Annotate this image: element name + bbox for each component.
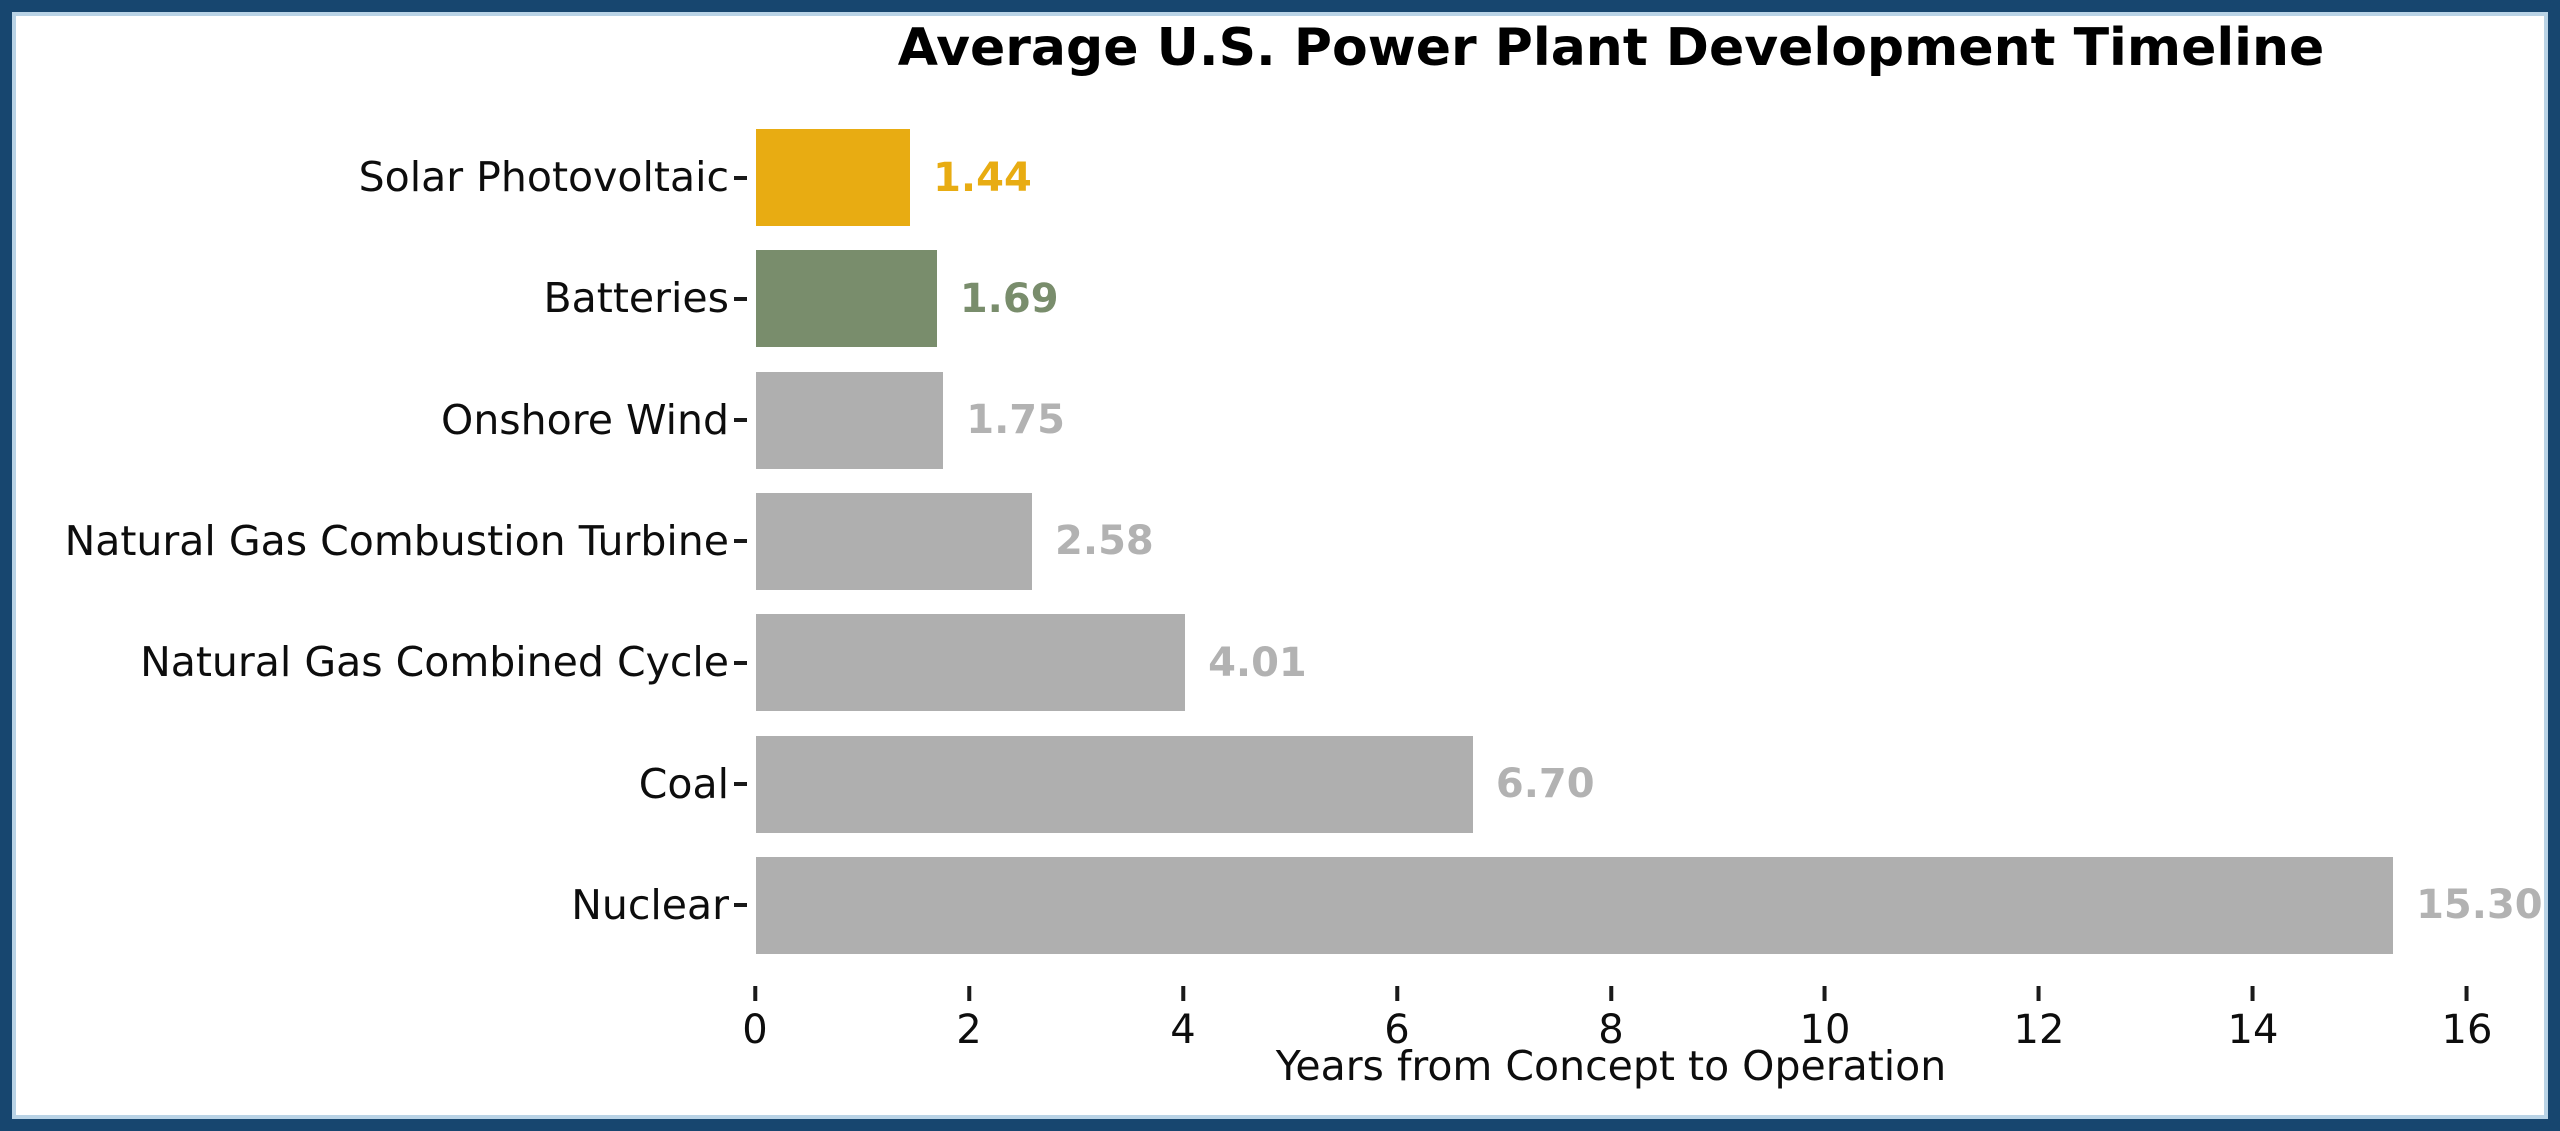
x-tick-mark (1394, 986, 1399, 1001)
category-label: Natural Gas Combined Cycle (140, 638, 729, 687)
bar (756, 129, 911, 227)
bar-row: Onshore Wind 1.75 (12, 360, 2548, 481)
bar-zone: 6.70 (756, 723, 2548, 844)
bar (756, 250, 937, 348)
bar-row: Coal 6.70 (12, 723, 2548, 844)
x-tick-mark (1608, 986, 1613, 1001)
bar-zone: 2.58 (756, 481, 2548, 602)
y-tick-mark (734, 175, 747, 180)
bar-zone: 1.44 (756, 117, 2548, 238)
x-tick-mark (2251, 986, 2255, 1001)
x-tick-label: 8 (1598, 1007, 1624, 1053)
category-label: Coal (638, 759, 729, 808)
bar-value-label: 2.58 (1055, 518, 1154, 565)
x-tick: 8 (1598, 986, 1624, 1053)
x-tick: 0 (742, 986, 768, 1053)
category-label: Batteries (543, 274, 729, 323)
bar-zone: 4.01 (756, 602, 2548, 723)
x-tick-label: 16 (2441, 1007, 2493, 1053)
x-tick: 6 (1384, 986, 1410, 1053)
bar (756, 735, 1473, 833)
x-tick-label: 0 (742, 1007, 768, 1053)
bar-row: Batteries 1.69 (12, 238, 2548, 359)
x-tick-label: 10 (1799, 1007, 1851, 1053)
bar-zone: 1.69 (756, 238, 2548, 359)
x-tick-label: 12 (2013, 1007, 2065, 1053)
x-tick-mark (2037, 986, 2041, 1001)
x-tick-label: 6 (1384, 1007, 1410, 1053)
x-axis-label: Years from Concept to Operation (1275, 1042, 1947, 1090)
x-tick-mark (1823, 986, 1827, 1001)
plot-area: Solar Photovoltaic 1.44 Batteries 1.69 O… (12, 117, 2548, 966)
bar-row: Solar Photovoltaic 1.44 (12, 117, 2548, 238)
x-tick: 16 (2441, 986, 2493, 1053)
chart-title: Average U.S. Power Plant Development Tim… (897, 18, 2325, 78)
bar-value-label: 1.44 (933, 154, 1032, 201)
y-tick-mark (734, 903, 747, 908)
category-label: Natural Gas Combustion Turbine (64, 516, 729, 565)
category-label: Nuclear (571, 880, 729, 929)
bar-value-label: 6.70 (1495, 761, 1595, 808)
x-tick: 10 (1799, 986, 1851, 1053)
y-tick-mark (734, 782, 747, 787)
x-tick: 14 (2227, 986, 2279, 1053)
x-tick-mark (1180, 986, 1185, 1001)
y-tick-mark (734, 660, 747, 665)
y-tick-mark (734, 418, 747, 423)
bar (756, 856, 2394, 954)
x-tick-mark (966, 986, 971, 1001)
bar (756, 492, 1033, 590)
y-tick-mark (734, 296, 747, 301)
x-tick-label: 4 (1170, 1007, 1196, 1053)
x-tick: 2 (956, 986, 982, 1053)
x-tick-label: 2 (956, 1007, 982, 1053)
bar (756, 371, 944, 469)
y-tick-mark (734, 539, 747, 544)
bar-value-label: 1.69 (959, 275, 1059, 322)
x-tick: 4 (1170, 986, 1196, 1053)
bar (756, 614, 1186, 712)
category-label: Onshore Wind (441, 395, 729, 444)
bar-zone: 1.75 (756, 360, 2548, 481)
category-label: Solar Photovoltaic (358, 153, 729, 202)
bar-value-label: 15.30 (2416, 882, 2543, 929)
bar-row: Nuclear 15.30 (12, 845, 2548, 966)
x-tick-mark (752, 986, 757, 1001)
bar-row: Natural Gas Combustion Turbine 2.58 (12, 481, 2548, 602)
x-tick-mark (2465, 986, 2469, 1001)
bar-row: Natural Gas Combined Cycle 4.01 (12, 602, 2548, 723)
x-tick: 12 (2013, 986, 2065, 1053)
bar-value-label: 1.75 (966, 397, 1065, 444)
bar-value-label: 4.01 (1208, 639, 1307, 686)
bar-zone: 15.30 (756, 845, 2548, 966)
x-tick-label: 14 (2227, 1007, 2279, 1053)
